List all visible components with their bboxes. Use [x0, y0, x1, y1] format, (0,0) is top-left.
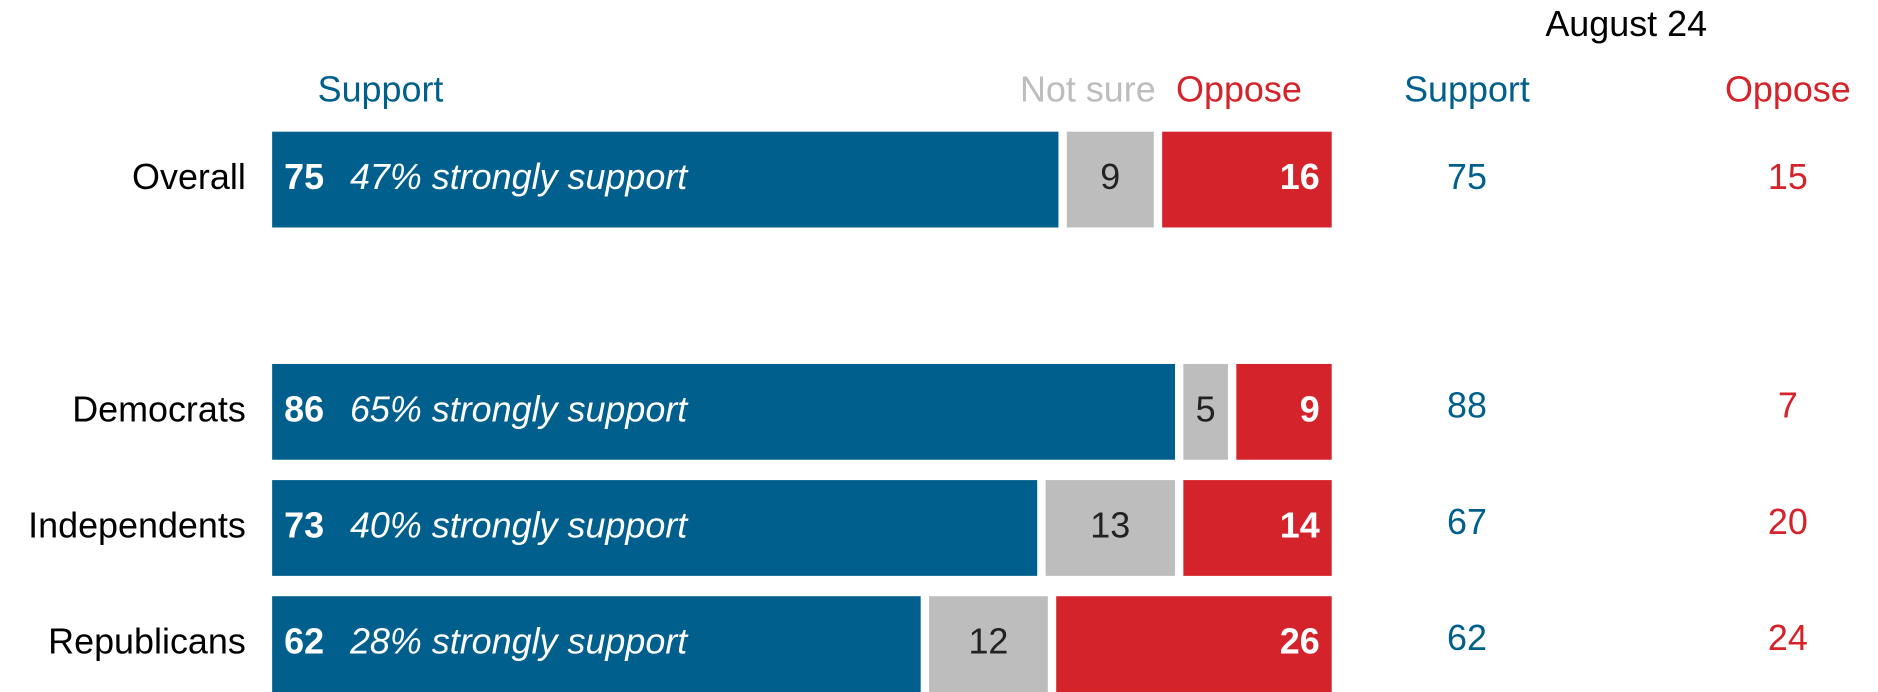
- value-label: 9: [1300, 388, 1320, 429]
- bar-segment: [1066, 131, 1154, 228]
- annotation: 40% strongly support: [350, 504, 689, 545]
- annotation: 47% strongly support: [350, 156, 689, 197]
- bar-segment: [272, 480, 1038, 576]
- comparison-value: 67: [1447, 501, 1487, 542]
- value-label: 73: [284, 504, 324, 545]
- bar-segment: [272, 131, 1059, 228]
- comparison-value: 75: [1447, 156, 1487, 197]
- comparison-header: Support: [1404, 69, 1530, 110]
- comparison-header: Oppose: [1725, 69, 1851, 110]
- value-label: 75: [284, 156, 324, 197]
- category-label: Democrats: [72, 388, 246, 429]
- bar-segment: [1236, 363, 1332, 460]
- bar-segment: [1045, 480, 1175, 576]
- legend-label: Not sure: [1020, 69, 1156, 110]
- legend-label: Support: [318, 69, 444, 110]
- category-label: Overall: [132, 156, 246, 197]
- value-label: 86: [284, 388, 324, 429]
- comparison-value: 20: [1768, 501, 1808, 542]
- annotation: 65% strongly support: [350, 388, 689, 429]
- value-label: 16: [1280, 156, 1320, 197]
- value-label: 14: [1280, 504, 1320, 545]
- bar-segment: [1183, 363, 1228, 460]
- bar-segment: [1183, 480, 1332, 576]
- comparison-title: August 24: [1545, 3, 1707, 44]
- comparison-value: 62: [1447, 617, 1487, 658]
- category-label: Independents: [28, 504, 246, 545]
- value-label: 13: [1090, 504, 1130, 545]
- comparison-value: 7: [1778, 385, 1798, 426]
- comparison-value: 24: [1768, 617, 1808, 658]
- bar-segment: [929, 596, 1048, 692]
- value-label: 62: [284, 621, 324, 662]
- comparison-value: 88: [1447, 385, 1487, 426]
- bar-segment: [1056, 596, 1332, 692]
- category-label: Republicans: [48, 621, 246, 662]
- value-label: 5: [1196, 388, 1216, 429]
- annotation: 28% strongly support: [349, 621, 689, 662]
- bar-segment: [272, 363, 1175, 460]
- bar-segment: [1162, 131, 1332, 228]
- value-label: 12: [968, 621, 1008, 662]
- value-label: 26: [1280, 621, 1320, 662]
- value-label: 9: [1100, 156, 1120, 197]
- comparison-value: 15: [1768, 156, 1808, 197]
- legend-label: Oppose: [1176, 69, 1302, 110]
- bar-segment: [272, 596, 921, 692]
